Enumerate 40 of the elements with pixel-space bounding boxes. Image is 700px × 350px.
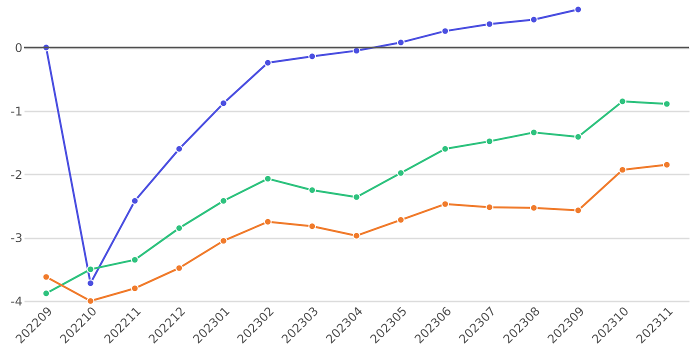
point: [618, 98, 626, 106]
point: [441, 27, 450, 35]
y-tick-label: -4: [10, 294, 22, 308]
y-tick-label: 0: [14, 41, 22, 56]
point: [86, 297, 94, 305]
point: [574, 206, 582, 214]
point: [486, 20, 494, 28]
point: [308, 222, 316, 230]
point: [486, 203, 494, 212]
point: [530, 204, 538, 212]
point: [175, 145, 184, 153]
point: [441, 200, 450, 208]
point: [264, 58, 272, 67]
point: [42, 273, 50, 281]
point: [574, 133, 582, 141]
point: [175, 224, 184, 232]
point: [308, 186, 316, 194]
point: [86, 279, 94, 288]
point: [86, 265, 94, 274]
point: [130, 256, 139, 264]
point: [441, 145, 450, 153]
point: [662, 100, 671, 108]
point: [220, 197, 228, 205]
point: [308, 52, 316, 60]
point: [352, 193, 360, 201]
point: [396, 216, 405, 224]
point: [530, 16, 538, 24]
y-tick-label: -2: [10, 168, 22, 182]
point: [530, 128, 538, 136]
point: [264, 218, 272, 226]
point: [352, 232, 360, 240]
point: [42, 290, 50, 298]
point: [662, 160, 671, 169]
point: [175, 264, 184, 272]
y-tick-label: -1: [10, 104, 22, 118]
point: [396, 169, 405, 177]
y-tick-label: -3: [10, 231, 22, 246]
point: [396, 38, 405, 46]
point: [220, 99, 228, 108]
point: [220, 236, 228, 245]
